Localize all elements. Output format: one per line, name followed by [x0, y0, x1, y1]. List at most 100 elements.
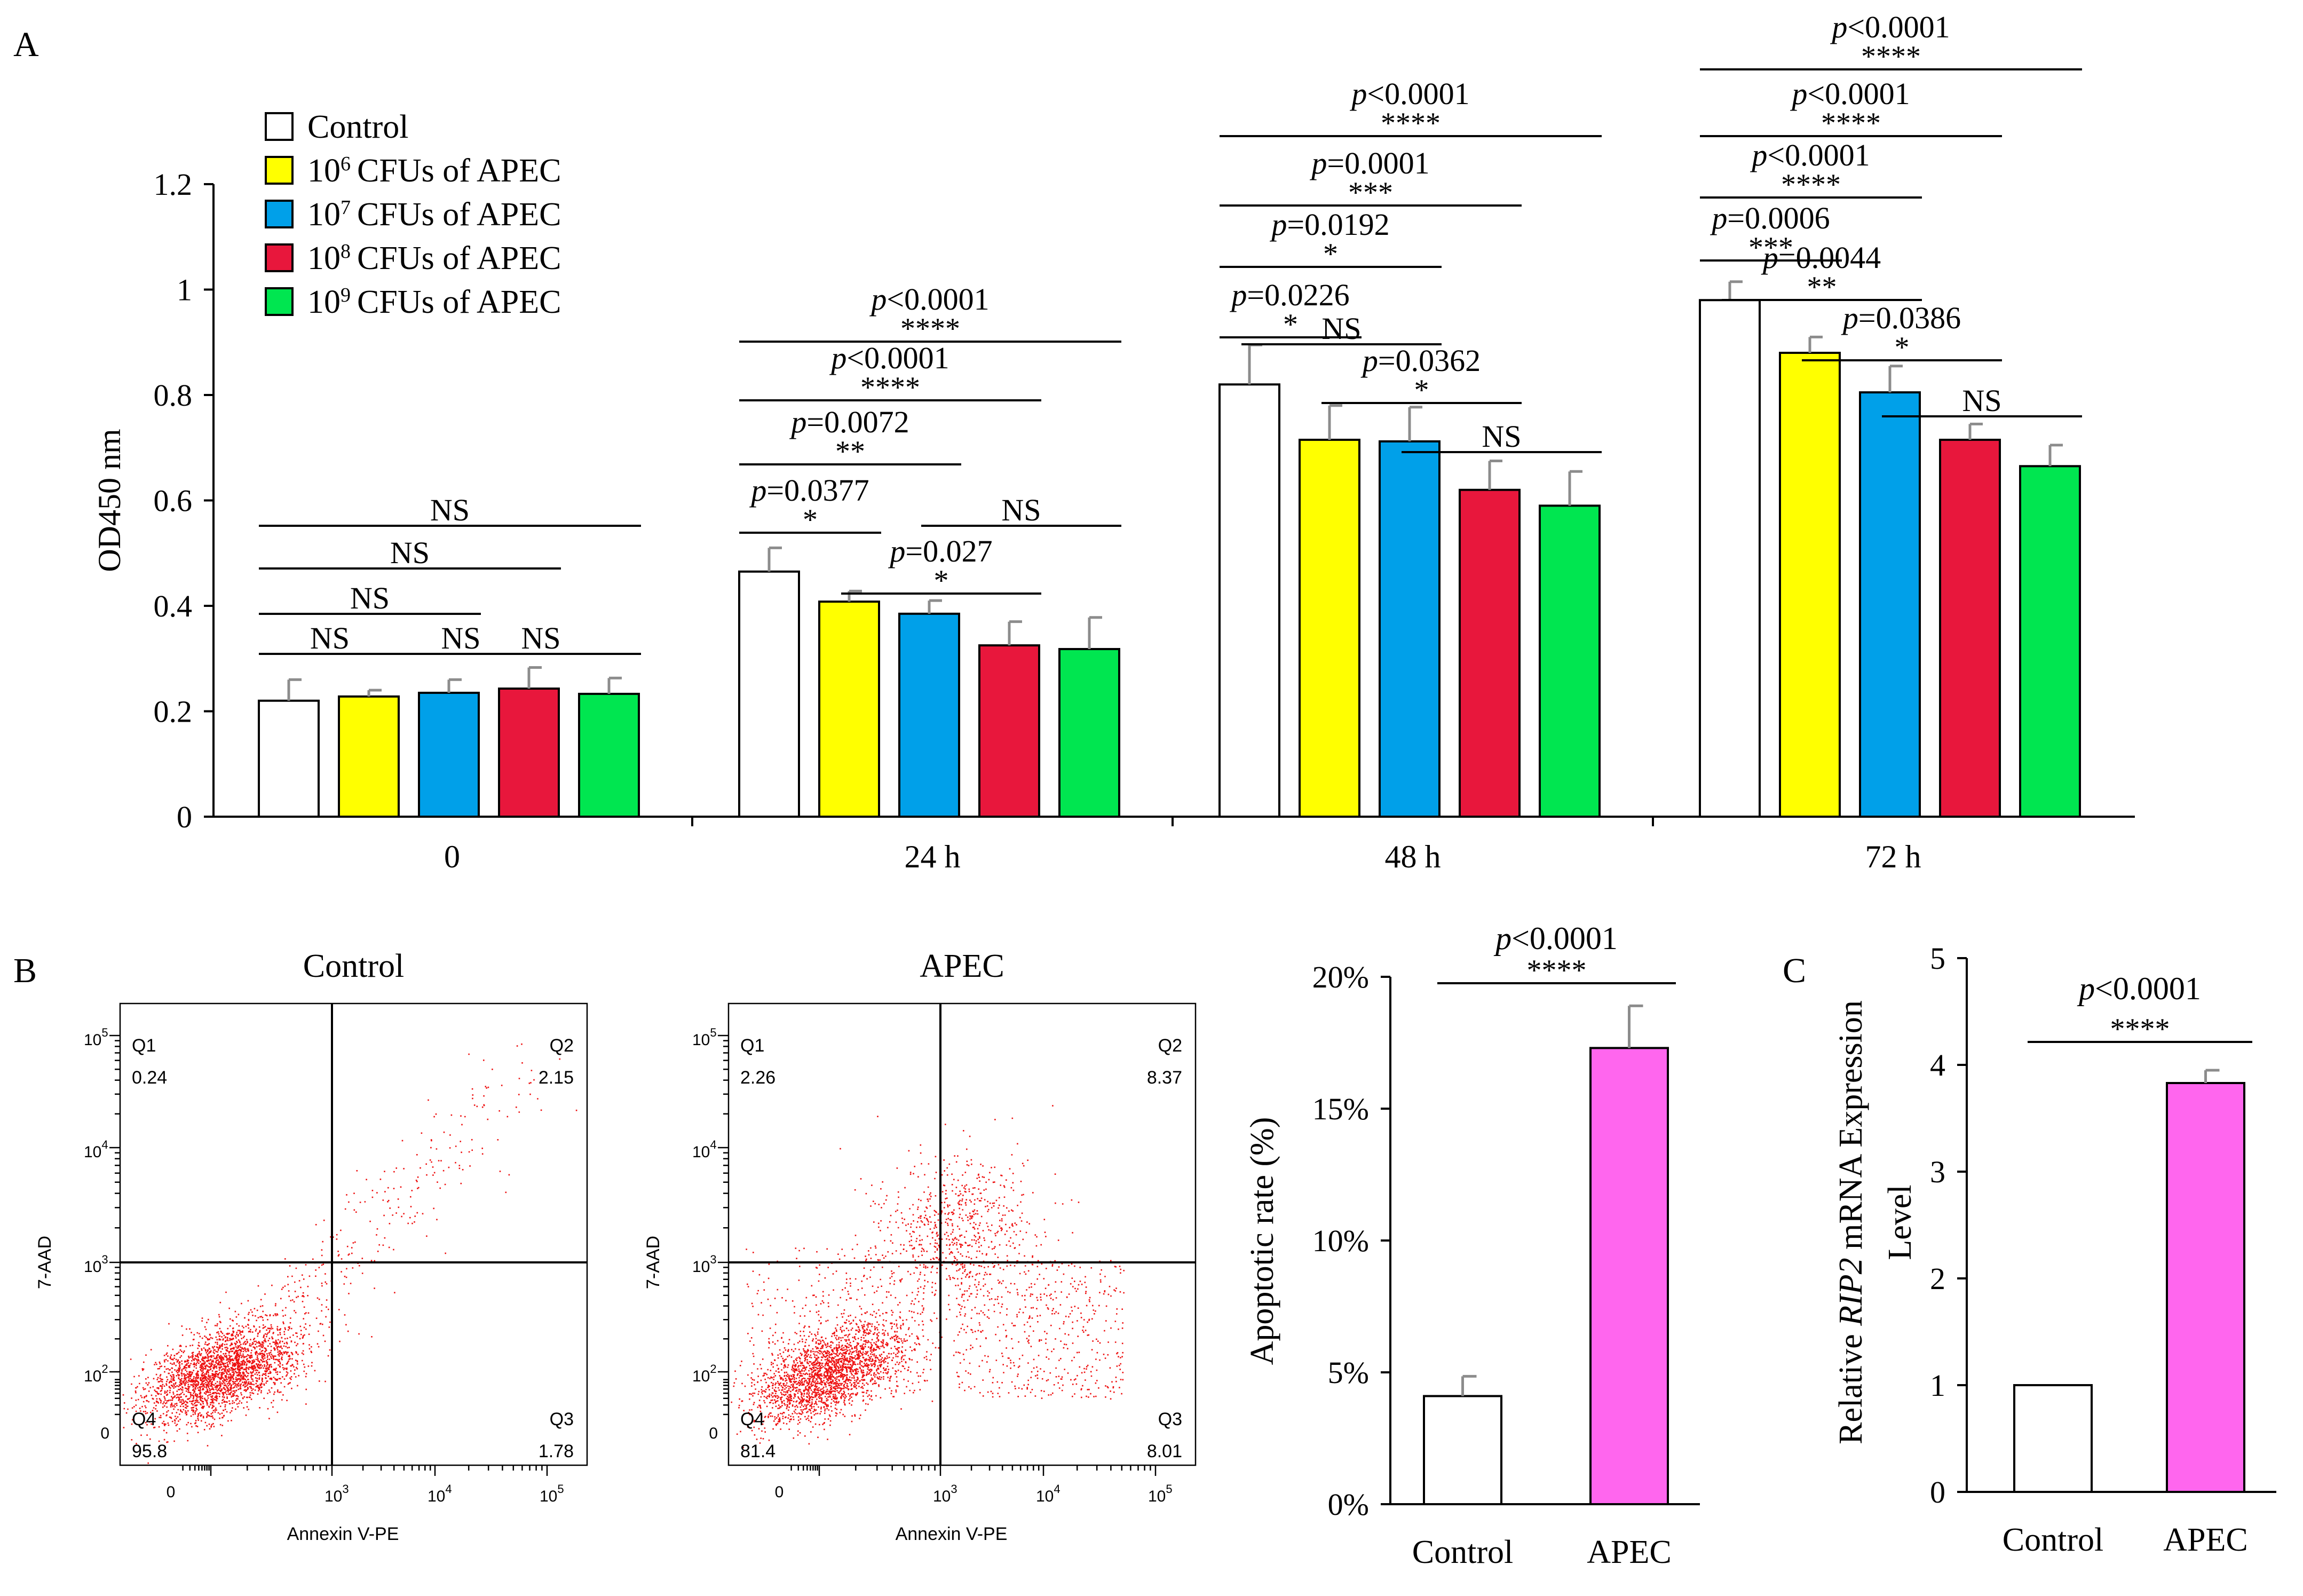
- tick-exponent: 3: [101, 1253, 108, 1266]
- p-value-label-symbol: p: [1761, 240, 1778, 275]
- p-value-label: p<0.0001: [1493, 921, 1618, 956]
- p-value-label-value: <0.0001: [887, 282, 989, 317]
- x-category-label: Control: [1412, 1534, 1513, 1570]
- tick-exponent: 4: [445, 1482, 452, 1496]
- bar: [1218, 383, 1280, 818]
- y-tick-label: 105: [84, 1026, 108, 1049]
- y-axis-title: OD450 nm: [92, 429, 127, 572]
- y-tick-label: 102: [84, 1362, 108, 1385]
- x-tick-label: 104: [1036, 1482, 1061, 1505]
- p-value-label: p=0.0362: [1360, 343, 1481, 378]
- significance-stars: *: [1323, 238, 1338, 271]
- p-value-label: p<0.0001: [869, 282, 989, 317]
- tick-base: 10: [1036, 1488, 1054, 1505]
- y-tick-label: 1: [177, 273, 192, 307]
- p-value-label-symbol: p: [2077, 971, 2095, 1006]
- significance-stars: *: [1895, 331, 1910, 364]
- significance-stars: ****: [1781, 168, 1841, 201]
- y-tick-label: 4: [1930, 1048, 1945, 1083]
- panel-label-a: A: [13, 25, 39, 64]
- p-value-label: p=0.0044: [1761, 240, 1881, 275]
- y-tick-label: 0%: [1328, 1487, 1369, 1522]
- bar: [578, 692, 640, 818]
- significance-stars: NS: [1962, 383, 2001, 418]
- quadrant-name: Q1: [132, 1036, 156, 1056]
- p-value-label-value: <0.0001: [846, 341, 949, 375]
- y-tick-label: 0.8: [154, 378, 193, 413]
- legend-rest: CFUs of APEC: [357, 153, 561, 189]
- legend-base: 10: [307, 153, 341, 189]
- y-tick-label: 103: [692, 1253, 717, 1276]
- p-value-label-value: =0.0044: [1778, 240, 1881, 275]
- p-value-label-symbol: p: [1309, 146, 1327, 180]
- tick-exponent: 4: [1054, 1482, 1060, 1496]
- p-value-label-symbol: p: [829, 341, 846, 375]
- tick-exponent: 3: [951, 1482, 957, 1496]
- significance-stars: NS: [1321, 311, 1361, 346]
- p-value-label-value: =0.0362: [1378, 343, 1481, 378]
- bar: [2013, 1384, 2093, 1493]
- quadrant-name: Q3: [550, 1409, 574, 1429]
- y-tick-zero: 0: [709, 1425, 718, 1442]
- x-category-label: 24 h: [905, 839, 961, 874]
- y-tick-label: 10%: [1312, 1223, 1369, 1258]
- tick-base: 10: [933, 1488, 951, 1505]
- significance-stars: **: [835, 435, 865, 468]
- panel-a-od450-chart: 0 0.2 0.4 0.6 0.8 1 1.2 0 24 h 48 h 72 h OD450 nm Co…: [92, 10, 2135, 874]
- p-value-label-symbol: p: [749, 473, 766, 508]
- tick-base: 10: [540, 1488, 557, 1505]
- y-title-gene: RIP2: [1833, 1258, 1869, 1326]
- legend-exponent: 8: [341, 240, 351, 263]
- y-tick-label: 5%: [1328, 1355, 1369, 1390]
- bar: [1859, 391, 1921, 818]
- tick-base: 10: [84, 1031, 101, 1049]
- legend-base: 10: [307, 240, 341, 276]
- p-value-label-symbol: p: [1750, 138, 1767, 172]
- legend-swatch: [265, 156, 294, 185]
- quadrant-percentage: 1.78: [539, 1441, 574, 1461]
- panel-b-apoptotic-rate-chart: 0% 5% 10% 15% 20% Control APEC p<0.0001**** Apop…: [1244, 921, 1700, 1570]
- quadrant-name: Q2: [550, 1036, 574, 1056]
- tick-base: 10: [692, 1031, 710, 1049]
- quadrant-percentage: 81.4: [740, 1441, 775, 1461]
- p-value-label-symbol: p: [1841, 301, 1858, 335]
- significance-stars: ****: [1527, 954, 1587, 987]
- significance-stars: **: [1807, 271, 1837, 304]
- p-value-label: p=0.027: [888, 534, 992, 568]
- significance-stars: *: [1283, 308, 1298, 341]
- quadrant-percentage: 8.01: [1147, 1441, 1182, 1461]
- x-tick-label: 105: [1148, 1482, 1173, 1505]
- x-category-label: APEC: [1587, 1534, 1671, 1570]
- y-tick-label: 1.2: [154, 167, 193, 202]
- bar: [1423, 1395, 1502, 1505]
- x-tick-label: 105: [540, 1482, 564, 1505]
- x-axis-title: Annexin V-PE: [287, 1524, 399, 1544]
- y-tick-label: 0.4: [154, 589, 193, 623]
- flow-plot-frame: [727, 1002, 1197, 1466]
- p-value-label: p=0.0001: [1309, 146, 1429, 180]
- p-value-label-symbol: p: [1790, 76, 1807, 111]
- significance-stars: ****: [1381, 107, 1441, 140]
- significance-stars: *: [1414, 374, 1429, 407]
- p-value-label-symbol: p: [1269, 207, 1287, 242]
- p-value-label: p<0.0001: [829, 341, 949, 375]
- y-tick-label: 0: [177, 800, 192, 834]
- legend-rest: CFUs of APEC: [357, 240, 561, 276]
- p-value-label-symbol: p: [888, 534, 905, 568]
- quadrant-percentage: 0.24: [132, 1068, 167, 1088]
- tick-exponent: 5: [557, 1482, 564, 1496]
- tick-base: 10: [84, 1368, 101, 1385]
- tick-base: 10: [84, 1258, 101, 1276]
- x-category-label: 0: [444, 839, 460, 874]
- significance-stars: ***: [1348, 176, 1393, 209]
- p-value-label-symbol: p: [1710, 201, 1727, 235]
- y-tick-label: 105: [692, 1026, 717, 1049]
- y-tick-label: 3: [1930, 1155, 1945, 1189]
- p-value-label: p<0.0001: [1830, 10, 1950, 44]
- legend-exponent: 6: [341, 153, 351, 175]
- legend-swatch: [265, 243, 294, 272]
- significance-stars: *: [934, 564, 949, 597]
- tick-base: 10: [692, 1368, 710, 1385]
- p-value-label-symbol: p: [1349, 76, 1367, 111]
